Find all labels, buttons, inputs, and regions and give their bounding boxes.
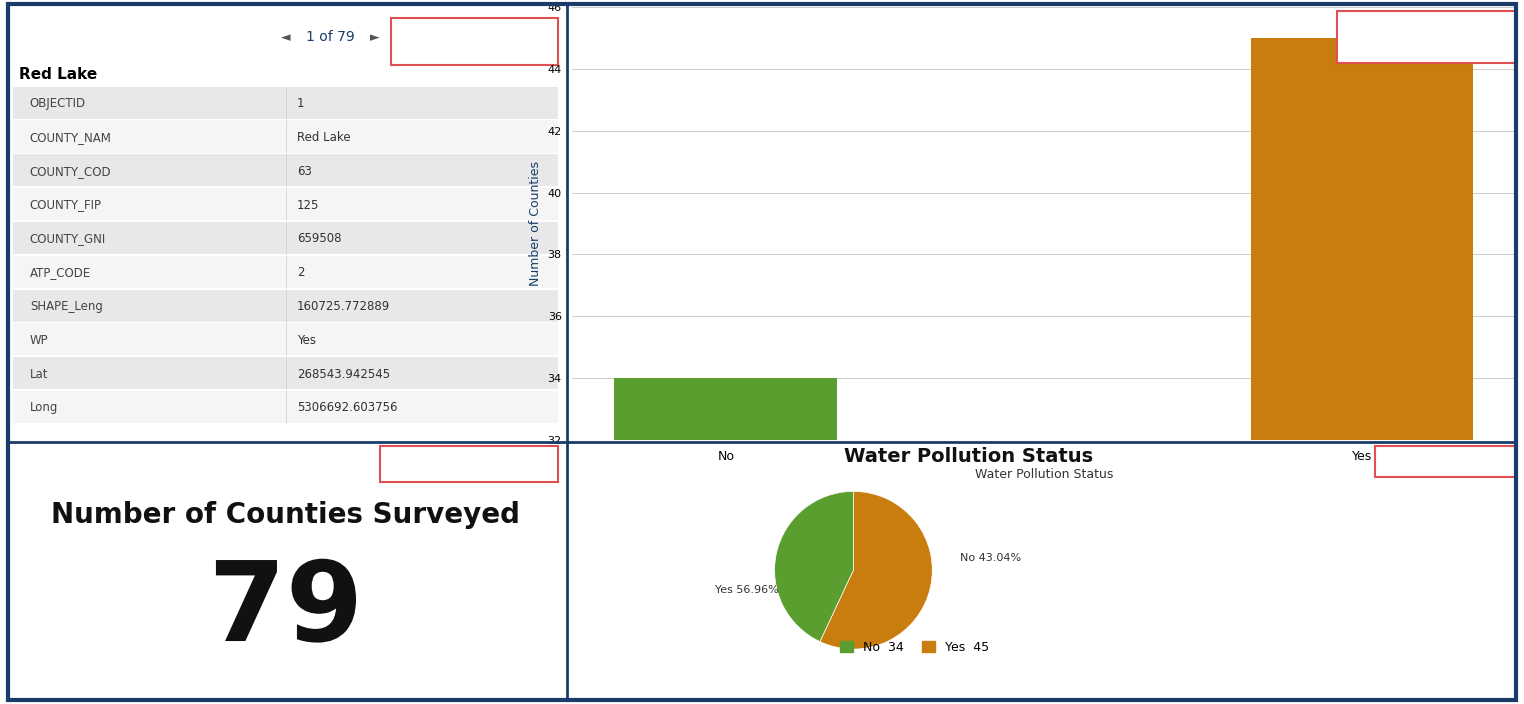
Text: ATP_CODE: ATP_CODE — [30, 266, 91, 279]
Text: Number of Counties Surveyed: Number of Counties Surveyed — [52, 501, 520, 529]
Text: 1: 1 — [297, 97, 305, 110]
FancyBboxPatch shape — [14, 323, 558, 356]
Point — [277, 419, 296, 427]
Bar — [1251, 38, 1474, 704]
FancyBboxPatch shape — [14, 87, 558, 119]
Text: Serial chart: Serial chart — [1385, 31, 1468, 44]
Text: Red Lake: Red Lake — [18, 67, 98, 82]
Text: Pie chart: Pie chart — [1414, 455, 1477, 468]
Text: COUNTY_FIP: COUNTY_FIP — [30, 199, 102, 211]
FancyBboxPatch shape — [381, 446, 558, 482]
Wedge shape — [820, 491, 933, 649]
Point — [277, 251, 296, 260]
Text: COUNTY_NAM: COUNTY_NAM — [30, 131, 111, 144]
Text: Water Pollution Status: Water Pollution Status — [844, 447, 1093, 466]
Text: 659508: 659508 — [297, 232, 341, 245]
Text: SHAPE_Leng: SHAPE_Leng — [30, 300, 102, 313]
Point — [277, 182, 296, 191]
FancyBboxPatch shape — [14, 188, 558, 220]
FancyBboxPatch shape — [14, 357, 558, 389]
FancyBboxPatch shape — [14, 222, 558, 254]
Text: 63: 63 — [297, 165, 312, 177]
Point — [277, 216, 296, 225]
FancyBboxPatch shape — [14, 256, 558, 288]
X-axis label: Water Pollution Status: Water Pollution Status — [975, 468, 1113, 482]
Point — [277, 285, 296, 294]
Point — [277, 82, 296, 91]
Text: 2: 2 — [297, 266, 305, 279]
Point — [277, 149, 296, 157]
Point — [277, 318, 296, 326]
Point — [277, 319, 296, 327]
Point — [277, 284, 296, 292]
Point — [277, 386, 296, 395]
Text: Details: Details — [448, 34, 503, 49]
FancyBboxPatch shape — [1375, 446, 1516, 477]
FancyBboxPatch shape — [392, 18, 558, 65]
Point — [277, 250, 296, 258]
Point — [277, 116, 296, 125]
Text: 125: 125 — [297, 199, 319, 211]
Text: 5306692.603756: 5306692.603756 — [297, 401, 398, 415]
FancyBboxPatch shape — [1337, 11, 1516, 63]
Point — [277, 353, 296, 361]
Point — [277, 351, 296, 360]
FancyBboxPatch shape — [14, 391, 558, 423]
Text: Lat: Lat — [30, 367, 49, 381]
Point — [277, 385, 296, 394]
Text: No 43.04%: No 43.04% — [960, 553, 1021, 563]
FancyBboxPatch shape — [14, 154, 558, 187]
Text: Indicator: Indicator — [434, 457, 504, 471]
Point — [277, 115, 296, 123]
Y-axis label: Number of Counties: Number of Counties — [529, 161, 543, 286]
Text: ►: ► — [370, 31, 379, 44]
Text: Yes: Yes — [297, 334, 315, 347]
Text: COUNTY_GNI: COUNTY_GNI — [30, 232, 107, 245]
Wedge shape — [774, 491, 853, 641]
Point — [277, 150, 296, 158]
Text: Red Lake: Red Lake — [297, 131, 351, 144]
FancyBboxPatch shape — [14, 289, 558, 322]
Point — [277, 218, 296, 226]
Text: 268543.942545: 268543.942545 — [297, 367, 390, 381]
Point — [277, 184, 296, 192]
Text: 160725.772889: 160725.772889 — [297, 300, 390, 313]
Text: Yes 56.96%: Yes 56.96% — [715, 585, 779, 595]
Bar — [614, 378, 837, 704]
Text: Long: Long — [30, 401, 58, 415]
Text: WP: WP — [30, 334, 49, 347]
Text: 1 of 79: 1 of 79 — [306, 30, 355, 44]
Text: COUNTY_COD: COUNTY_COD — [30, 165, 111, 177]
FancyBboxPatch shape — [14, 120, 558, 153]
Text: ◄: ◄ — [280, 31, 291, 44]
Text: OBJECTID: OBJECTID — [30, 97, 85, 110]
Text: 79: 79 — [209, 557, 363, 664]
Legend: No  34, Yes  45: No 34, Yes 45 — [835, 636, 994, 659]
